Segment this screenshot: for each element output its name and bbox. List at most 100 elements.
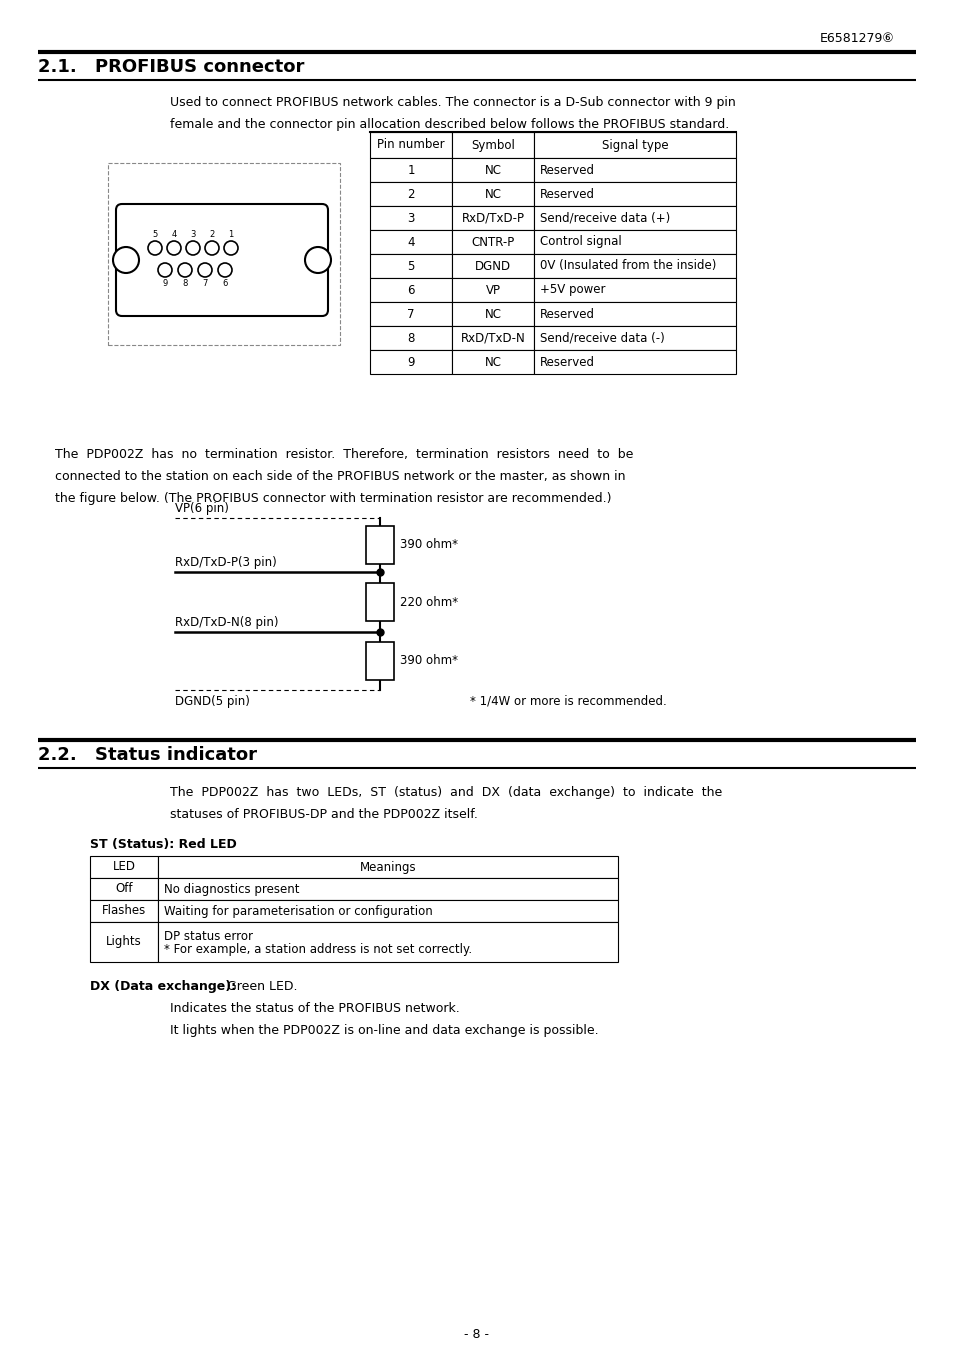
Bar xyxy=(452,158,534,182)
Text: RxD/TxD-N: RxD/TxD-N xyxy=(460,332,525,344)
Circle shape xyxy=(224,242,237,255)
Bar xyxy=(452,325,534,350)
Bar xyxy=(452,182,534,207)
Text: RxD/TxD-P: RxD/TxD-P xyxy=(461,212,524,224)
Text: Send/receive data (-): Send/receive data (-) xyxy=(539,332,664,344)
Text: 3: 3 xyxy=(190,230,195,239)
Text: PROFIBUS connector: PROFIBUS connector xyxy=(95,58,304,76)
Bar xyxy=(534,182,735,207)
Bar xyxy=(534,278,735,302)
Text: 7: 7 xyxy=(202,279,208,288)
Bar xyxy=(534,132,735,158)
FancyBboxPatch shape xyxy=(116,204,328,316)
Text: 2: 2 xyxy=(209,230,214,239)
Text: RxD/TxD-P(3 pin): RxD/TxD-P(3 pin) xyxy=(174,556,276,568)
Circle shape xyxy=(205,242,219,255)
Bar xyxy=(366,643,394,680)
Text: NC: NC xyxy=(484,355,501,369)
Circle shape xyxy=(148,242,162,255)
Text: Green LED.: Green LED. xyxy=(223,980,297,994)
Text: It lights when the PDP002Z is on-line and data exchange is possible.: It lights when the PDP002Z is on-line an… xyxy=(170,1025,598,1037)
Text: 0V (Insulated from the inside): 0V (Insulated from the inside) xyxy=(539,259,716,273)
Text: 9: 9 xyxy=(162,279,168,288)
Bar xyxy=(370,230,452,254)
Circle shape xyxy=(198,263,212,277)
Text: 390 ohm*: 390 ohm* xyxy=(399,655,457,667)
Bar xyxy=(158,856,618,878)
Text: 2.2.: 2.2. xyxy=(38,747,90,764)
Text: 5: 5 xyxy=(407,259,415,273)
Bar xyxy=(366,526,394,564)
Text: * 1/4W or more is recommended.: * 1/4W or more is recommended. xyxy=(470,695,666,707)
Bar xyxy=(90,856,158,878)
Text: ST (Status): Red LED: ST (Status): Red LED xyxy=(90,838,236,850)
Text: 2.1.: 2.1. xyxy=(38,58,90,76)
Text: 6: 6 xyxy=(407,284,415,297)
Text: 8: 8 xyxy=(182,279,188,288)
Bar xyxy=(452,302,534,325)
Text: Indicates the status of the PROFIBUS network.: Indicates the status of the PROFIBUS net… xyxy=(170,1002,459,1015)
Bar xyxy=(370,350,452,374)
Text: Reserved: Reserved xyxy=(539,355,595,369)
Bar xyxy=(370,158,452,182)
Text: VP(6 pin): VP(6 pin) xyxy=(174,502,229,514)
Circle shape xyxy=(158,263,172,277)
Bar xyxy=(158,878,618,900)
Bar xyxy=(370,325,452,350)
Circle shape xyxy=(112,247,139,273)
Bar xyxy=(534,230,735,254)
Bar xyxy=(366,583,394,621)
Text: 2: 2 xyxy=(407,188,415,201)
Text: Send/receive data (+): Send/receive data (+) xyxy=(539,212,670,224)
Text: Lights: Lights xyxy=(106,936,142,949)
Bar xyxy=(452,132,534,158)
Text: +5V power: +5V power xyxy=(539,284,605,297)
Bar xyxy=(452,350,534,374)
Circle shape xyxy=(167,242,181,255)
Text: - 8 -: - 8 - xyxy=(464,1328,489,1341)
Text: DP status error: DP status error xyxy=(164,930,253,942)
Text: 390 ohm*: 390 ohm* xyxy=(399,539,457,552)
Text: 7: 7 xyxy=(407,308,415,320)
Text: 5: 5 xyxy=(152,230,157,239)
Text: CNTR-P: CNTR-P xyxy=(471,235,514,248)
Bar xyxy=(452,207,534,230)
Bar xyxy=(370,207,452,230)
Bar xyxy=(534,158,735,182)
Bar xyxy=(370,278,452,302)
Bar xyxy=(158,922,618,963)
Circle shape xyxy=(186,242,200,255)
Text: Symbol: Symbol xyxy=(471,139,515,151)
Text: RxD/TxD-N(8 pin): RxD/TxD-N(8 pin) xyxy=(174,616,278,629)
Text: The  PDP002Z  has  two  LEDs,  ST  (status)  and  DX  (data  exchange)  to  indi: The PDP002Z has two LEDs, ST (status) an… xyxy=(170,786,721,799)
Text: 220 ohm*: 220 ohm* xyxy=(399,595,457,609)
Text: 6: 6 xyxy=(222,279,228,288)
Bar xyxy=(370,302,452,325)
Text: No diagnostics present: No diagnostics present xyxy=(164,883,299,895)
Bar xyxy=(534,325,735,350)
Text: NC: NC xyxy=(484,188,501,201)
Text: DX (Data exchange):: DX (Data exchange): xyxy=(90,980,236,994)
Text: 9: 9 xyxy=(407,355,415,369)
Text: the figure below. (The PROFIBUS connector with termination resistor are recommen: the figure below. (The PROFIBUS connecto… xyxy=(55,491,611,505)
Text: NC: NC xyxy=(484,308,501,320)
Text: Meanings: Meanings xyxy=(359,860,416,873)
Circle shape xyxy=(305,247,331,273)
Bar xyxy=(90,900,158,922)
Bar xyxy=(370,182,452,207)
Text: The  PDP002Z  has  no  termination  resistor.  Therefore,  termination  resistor: The PDP002Z has no termination resistor.… xyxy=(55,448,633,460)
Text: 4: 4 xyxy=(407,235,415,248)
Bar xyxy=(90,922,158,963)
Text: NC: NC xyxy=(484,163,501,177)
Text: Off: Off xyxy=(115,883,132,895)
Circle shape xyxy=(178,263,192,277)
Text: Reserved: Reserved xyxy=(539,188,595,201)
Bar xyxy=(90,878,158,900)
Text: 8: 8 xyxy=(407,332,415,344)
Text: Reserved: Reserved xyxy=(539,308,595,320)
Circle shape xyxy=(218,263,232,277)
Bar xyxy=(534,254,735,278)
Bar xyxy=(158,900,618,922)
Text: Signal type: Signal type xyxy=(601,139,668,151)
Bar xyxy=(534,302,735,325)
